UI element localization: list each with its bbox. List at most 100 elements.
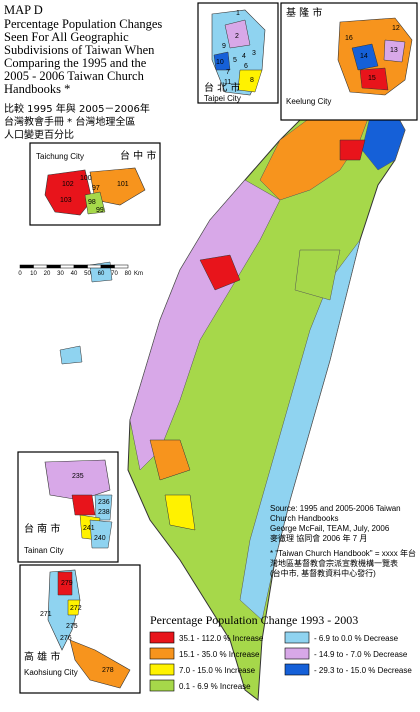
legend-label: - 29.3 to - 15.0 % Decrease — [314, 666, 412, 675]
source-line: Church Handbooks — [270, 514, 338, 523]
source-line: 麥徹理 協同會 2006 年 7 月 — [270, 533, 367, 543]
district-number: 103 — [60, 197, 72, 204]
district-number: 240 — [94, 535, 106, 542]
district-number: 235 — [72, 473, 84, 480]
title-line: MAP D — [4, 3, 43, 17]
footnote-line: * "Taiwan Church Handbook" = xxxx 年台 — [270, 548, 416, 558]
district-number: 278 — [102, 667, 114, 674]
inset-name-en: Taipei City — [204, 94, 241, 103]
district-number: 4 — [242, 53, 246, 60]
taipei-inset: 1 2 3 4 5 6 7 8 9 10 11 台 北 市 Taipei Cit… — [197, 2, 279, 104]
zh-line: 人口變更百分比 — [4, 128, 74, 141]
footnote-line: 灣地區基督教會宗派宣教機構一覽表 — [270, 558, 398, 568]
district-number: 272 — [70, 605, 82, 612]
title-line: Handbooks * — [4, 82, 70, 96]
legend-swatch — [149, 679, 175, 692]
district-number: 13 — [390, 47, 398, 54]
scale-segment — [73, 264, 88, 269]
inset-name-zh: 基 隆 市 — [286, 6, 322, 19]
scale-segment — [114, 264, 129, 269]
title-line: Percentage Population Changes — [4, 17, 162, 31]
district-number: 15 — [368, 75, 376, 82]
district-number: 11 — [224, 79, 231, 86]
district-number: 8 — [250, 77, 254, 84]
legend-swatch — [149, 647, 175, 660]
title-line: 2005 - 2006 Taiwan Church — [4, 69, 145, 83]
inset-name-zh: 高 雄 市 — [24, 650, 60, 663]
district-number: 279 — [61, 580, 73, 587]
legend-label: - 14.9 to - 7.0 % Decrease — [314, 650, 408, 659]
scale-tick: 80 — [125, 271, 132, 277]
district-number: 236 — [98, 499, 110, 506]
scale-tick: 20 — [44, 271, 51, 277]
district-number: 241 — [83, 525, 95, 532]
tainan-inset: 235 236 238 241 240 台 南 市 Tainan City — [17, 451, 119, 563]
district-number: 16 — [345, 35, 353, 42]
scale-tick: 50 — [84, 271, 91, 277]
inset-name-en: Kaohsiung City — [24, 668, 78, 677]
legend-swatch — [284, 663, 310, 676]
inset-name-en: Tainan City — [24, 546, 64, 555]
district-number: 5 — [233, 57, 237, 64]
zh-line: 比較 1995 年與 2005－2006年 — [4, 102, 150, 115]
scale-segment — [19, 264, 34, 269]
title-block: MAP D Percentage Population Changes Seen… — [4, 3, 162, 96]
inset-name-en: Keelung City — [286, 97, 331, 106]
legend-title: Percentage Population Change 1993 - 2003 — [150, 613, 358, 627]
legend-label: 15.1 - 35.0 % Increase — [179, 650, 260, 659]
inset-name-zh: 台 北 市 — [204, 81, 240, 94]
legend-label: - 6.9 to 0.0 % Decrease — [314, 634, 399, 643]
scale-tick: 10 — [30, 271, 37, 277]
footnote-line: (台中市, 基督教資料中心發行) — [270, 568, 376, 578]
legend-swatch — [284, 631, 310, 644]
district-number: 7 — [226, 69, 230, 76]
scale-bar: 0 10 20 30 40 50 60 70 80 Km — [18, 264, 143, 277]
district-number: 9 — [222, 43, 226, 50]
scale-segment — [100, 264, 115, 269]
legend-label: 7.0 - 15.0 % Increase — [179, 666, 256, 675]
district-number: 14 — [360, 53, 368, 60]
kaohsiung-inset: 279 271 272 275 276 278 高 雄 市 Kaohsiung … — [19, 564, 141, 694]
title-line: Seen For All Geographic — [4, 30, 129, 44]
district-number: 12 — [392, 25, 400, 32]
district-number: 3 — [252, 50, 256, 57]
scale-segment — [33, 264, 48, 269]
source-line: George McFail, TEAM, July, 2006 — [270, 524, 390, 533]
chinese-title: 比較 1995 年與 2005－2006年 台灣教會手冊 * 台灣地理全區 人口… — [4, 102, 150, 141]
inset-name-zh: 台 中 市 — [120, 149, 156, 162]
scale-segment — [87, 264, 102, 269]
source-note: Source: 1995 and 2005-2006 Taiwan Church… — [270, 504, 416, 578]
taichung-inset: 101 102 103 97 98 99 100 Taichung City 台… — [29, 142, 161, 226]
keelung-inset: 12 13 14 15 16 基 隆 市 Keelung City — [280, 2, 418, 121]
scale-segment — [60, 264, 75, 269]
district-number: 98 — [88, 199, 96, 206]
district-number: 238 — [98, 509, 110, 516]
district-number: 1 — [236, 10, 240, 17]
district-number: 97 — [92, 185, 100, 192]
district-number: 276 — [60, 635, 72, 642]
legend-label: 35.1 - 112.0 % Increase — [179, 634, 264, 643]
scale-segment — [46, 264, 61, 269]
scale-tick: 0 — [18, 271, 22, 277]
taiwan-map — [59, 99, 406, 701]
scale-tick: 70 — [111, 271, 118, 277]
district-number: 275 — [66, 623, 78, 630]
source-line: Source: 1995 and 2005-2006 Taiwan — [270, 504, 401, 513]
district-number: 6 — [244, 63, 248, 70]
legend-swatch — [149, 663, 175, 676]
scale-tick: 60 — [98, 271, 105, 277]
legend: 35.1 - 112.0 % Increase 15.1 - 35.0 % Inc… — [149, 631, 412, 692]
district-number: 2 — [235, 33, 239, 40]
inset-name-en: Taichung City — [36, 152, 84, 161]
scale-tick: 30 — [57, 271, 64, 277]
scale-unit: Km — [134, 271, 143, 277]
legend-label: 0.1 - 6.9 % Increase — [179, 682, 251, 691]
district-number: 271 — [40, 611, 52, 618]
zh-line: 台灣教會手冊 * 台灣地理全區 — [4, 115, 135, 128]
legend-swatch — [284, 647, 310, 660]
district-number: 99 — [96, 207, 104, 214]
district-number: 101 — [117, 181, 129, 188]
title-line: Subdivisions of Taiwan When — [4, 43, 155, 57]
title-line: Comparing the 1995 and the — [4, 56, 147, 70]
